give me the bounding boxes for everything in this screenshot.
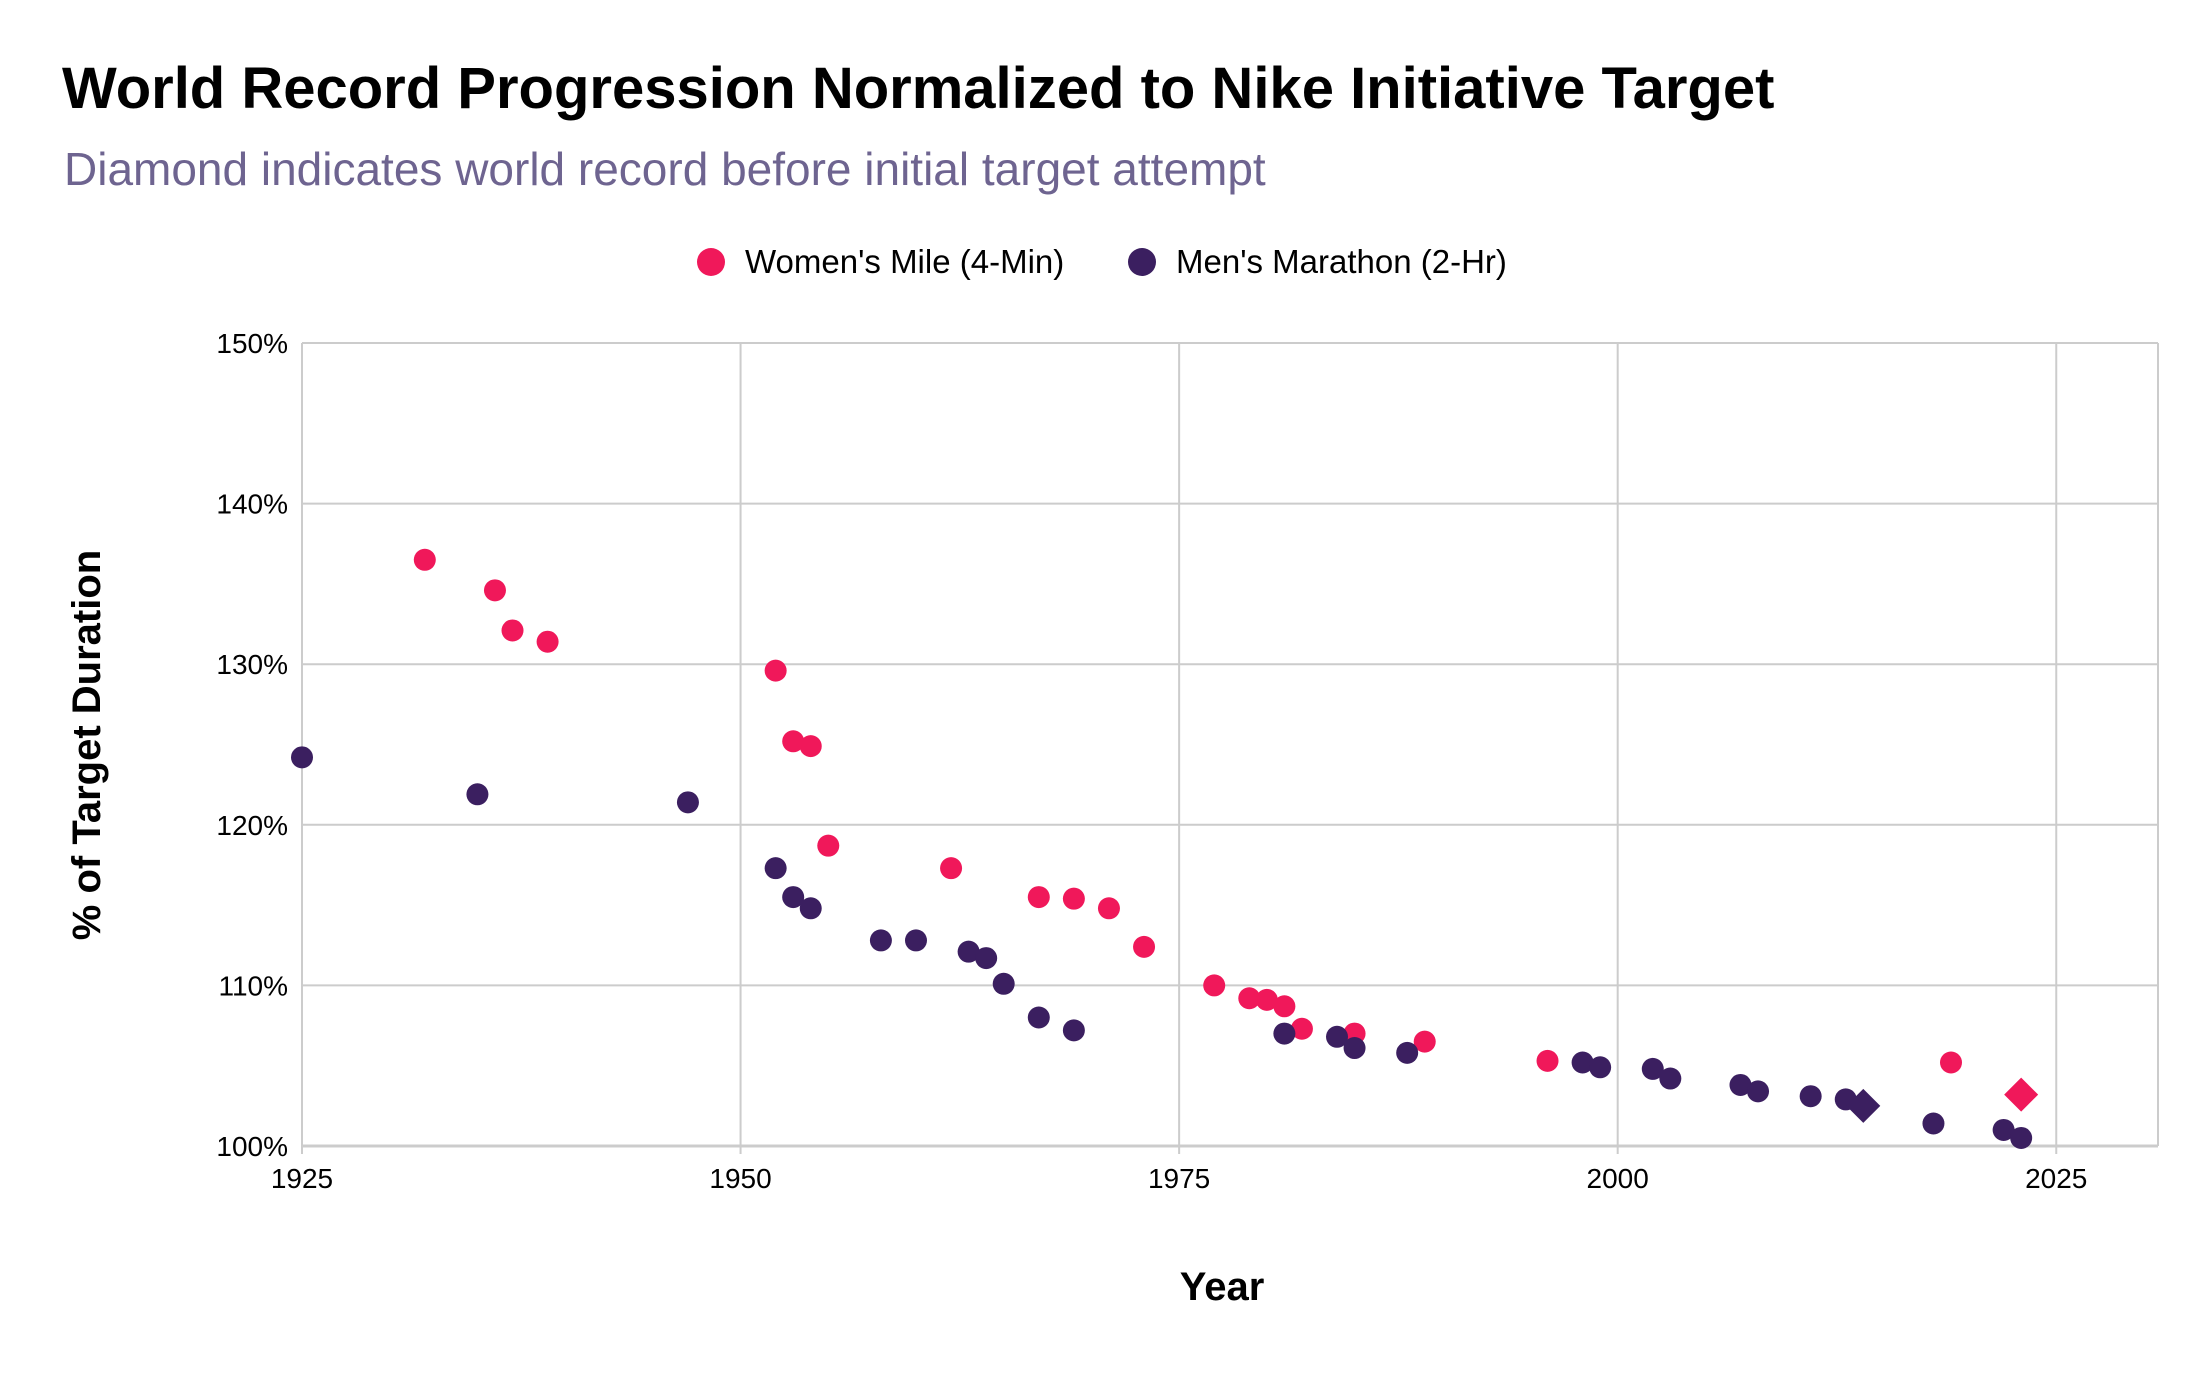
y-tick-label: 140% — [216, 489, 288, 520]
x-tick-label: 2025 — [2025, 1163, 2087, 1194]
data-point-women — [413, 548, 436, 571]
data-point-women — [483, 579, 506, 602]
data-point-women — [782, 730, 805, 753]
data-point-women — [1536, 1049, 1559, 1072]
data-point-women — [940, 857, 963, 880]
data-point-men — [904, 929, 927, 952]
data-point-men — [1729, 1073, 1752, 1096]
data-point-women — [799, 735, 822, 758]
data-point-men — [1343, 1037, 1366, 1060]
legend-marker-women — [697, 248, 725, 276]
data-point-men — [1326, 1025, 1349, 1048]
data-point-men — [799, 897, 822, 920]
y-tick-label: 130% — [216, 649, 288, 680]
legend-marker-men — [1128, 248, 1156, 276]
data-point-men — [1747, 1080, 1770, 1103]
data-point-men — [782, 886, 805, 909]
data-point-women — [1097, 897, 1120, 920]
x-axis-title: Year — [1180, 1265, 1265, 1309]
data-points — [291, 548, 2039, 1149]
data-point-men — [466, 783, 489, 806]
data-point-men — [291, 746, 313, 769]
data-point-women — [1203, 974, 1226, 997]
chart-subtitle: Diamond indicates world record before in… — [64, 143, 1266, 195]
x-tick-label: 1975 — [1148, 1163, 1210, 1194]
y-tick-label: 100% — [216, 1131, 288, 1162]
data-point-women — [1027, 886, 1050, 909]
data-point-men — [975, 947, 998, 970]
data-point-men — [1992, 1118, 2015, 1141]
data-point-men — [1571, 1051, 1594, 1074]
data-point-women — [764, 659, 787, 682]
data-point-men — [1396, 1041, 1419, 1064]
diamond-marker-men — [1846, 1088, 1881, 1123]
data-point-women — [1939, 1051, 1962, 1074]
data-point-women — [536, 630, 559, 653]
data-point-men — [1589, 1056, 1612, 1079]
data-point-men — [1659, 1067, 1682, 1090]
data-point-men — [1922, 1112, 1945, 1135]
data-point-men — [869, 929, 892, 952]
data-point-men — [676, 791, 699, 814]
data-point-women — [1133, 935, 1156, 958]
data-point-women — [1238, 987, 1261, 1010]
data-point-men — [957, 940, 980, 963]
data-point-women — [1290, 1017, 1313, 1040]
data-point-women — [501, 619, 524, 642]
x-tick-label: 2000 — [1587, 1163, 1649, 1194]
x-tick-label: 1950 — [709, 1163, 771, 1194]
data-point-women — [1255, 988, 1278, 1011]
y-tick-label: 150% — [216, 328, 288, 359]
data-point-men — [1799, 1085, 1822, 1108]
diamond-marker-women — [2004, 1077, 2039, 1112]
y-axis-title: % of Target Duration — [65, 550, 109, 940]
chart-title: World Record Progression Normalized to N… — [62, 56, 1774, 121]
legend-label-men: Men's Marathon (2-Hr) — [1176, 243, 1507, 280]
data-point-men — [992, 972, 1015, 995]
y-tick-label: 120% — [216, 810, 288, 841]
data-point-women — [1062, 887, 1085, 910]
data-point-men — [1027, 1006, 1050, 1029]
data-point-women — [817, 834, 840, 857]
data-point-men — [1641, 1057, 1664, 1080]
x-tick-label: 1925 — [271, 1163, 333, 1194]
legend: Women's Mile (4-Min) Men's Marathon (2-H… — [697, 243, 1507, 280]
gridlines — [301, 342, 2159, 1154]
legend-label-women: Women's Mile (4-Min) — [745, 243, 1064, 280]
data-point-men — [2010, 1126, 2033, 1149]
data-point-men — [764, 857, 787, 880]
y-tick-label: 110% — [218, 970, 288, 1001]
data-point-men — [1062, 1019, 1085, 1042]
data-point-men — [1273, 1022, 1296, 1045]
data-point-women — [1413, 1030, 1436, 1053]
data-point-women — [1273, 995, 1296, 1018]
tick-labels: 100% 110% 120% 130% 140% 150% 1925 1950 1975 2000… — [216, 328, 2087, 1194]
